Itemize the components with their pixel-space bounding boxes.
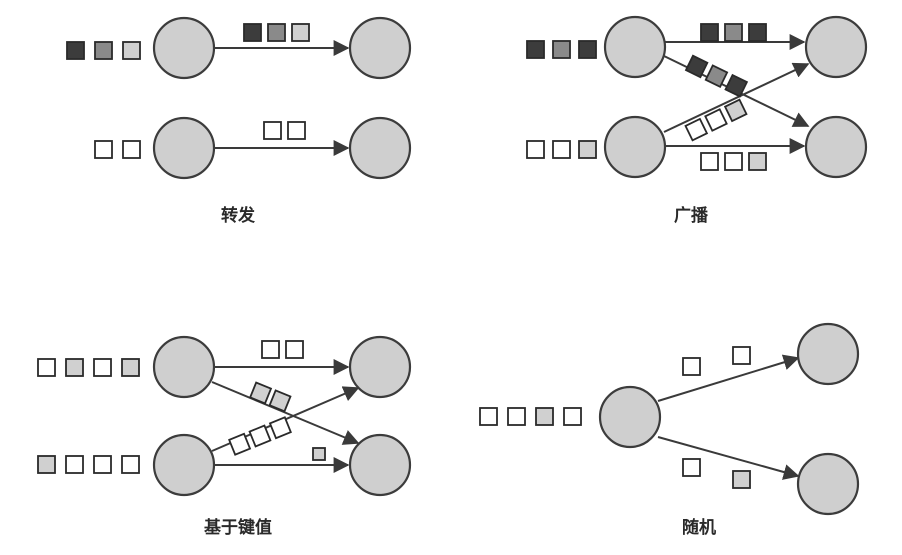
tuple-square xyxy=(65,455,84,474)
tuple-square xyxy=(526,140,545,159)
source-node xyxy=(152,116,216,180)
source-node xyxy=(152,335,216,399)
tuple-square xyxy=(312,447,326,461)
tuple-square xyxy=(682,357,701,376)
tuple-square xyxy=(261,340,280,359)
tuple-square xyxy=(684,117,709,142)
source-node xyxy=(598,385,662,449)
tuple-square xyxy=(682,458,701,477)
tuple-square xyxy=(121,358,140,377)
source-node xyxy=(603,15,667,79)
edge-random xyxy=(657,354,800,402)
tuple-square xyxy=(732,346,751,365)
source-node xyxy=(152,16,216,80)
tuple-square xyxy=(94,41,113,60)
tuple-square xyxy=(243,23,262,42)
panel-key-based: 基于键值 xyxy=(37,335,412,538)
panel-random: 随机 xyxy=(479,322,860,538)
tuple-square xyxy=(93,455,112,474)
target-node xyxy=(796,452,860,516)
tuple-square xyxy=(121,455,140,474)
tuple-square xyxy=(94,140,113,159)
tuple-square xyxy=(66,41,85,60)
tuple-square xyxy=(700,152,719,171)
tuple-square xyxy=(724,152,743,171)
source-node xyxy=(603,115,667,179)
tuple-square xyxy=(732,470,751,489)
tuple-square xyxy=(479,407,498,426)
target-node xyxy=(348,116,412,180)
tuple-square xyxy=(700,23,719,42)
tuple-square xyxy=(724,23,743,42)
tuple-square xyxy=(507,407,526,426)
tuple-square xyxy=(122,140,141,159)
tuple-square xyxy=(563,407,582,426)
tuple-square xyxy=(724,73,749,98)
tuple-square xyxy=(684,54,709,79)
tuple-square xyxy=(578,40,597,59)
tuple-square xyxy=(122,41,141,60)
target-node xyxy=(348,16,412,80)
caption-random: 随机 xyxy=(682,517,716,538)
tuple-square xyxy=(263,121,282,140)
tuple-square xyxy=(268,389,292,413)
tuple-square xyxy=(267,23,286,42)
tuple-square xyxy=(287,121,306,140)
tuple-square xyxy=(748,23,767,42)
tuple-square xyxy=(37,358,56,377)
tuple-square xyxy=(526,40,545,59)
target-node xyxy=(348,433,412,497)
tuple-square xyxy=(535,407,554,426)
panel-forwarding: 转发 xyxy=(66,16,412,226)
tuple-square xyxy=(748,152,767,171)
edge-random xyxy=(657,436,800,480)
caption-broadcast: 广播 xyxy=(674,205,709,226)
tuple-square xyxy=(248,424,272,448)
tuple-square xyxy=(704,108,728,132)
tuple-square xyxy=(93,358,112,377)
tuple-square xyxy=(552,140,571,159)
caption-key-based: 基于键值 xyxy=(203,517,272,538)
tuple-square xyxy=(578,140,597,159)
panel-broadcast: 广播 xyxy=(526,15,868,226)
tuple-square xyxy=(723,98,748,123)
caption-forwarding: 转发 xyxy=(221,205,256,226)
tuple-square xyxy=(704,64,729,89)
edge-broadcast xyxy=(663,62,810,133)
target-node xyxy=(804,15,868,79)
tuple-square xyxy=(228,432,252,456)
target-node xyxy=(348,335,412,399)
target-node xyxy=(804,115,868,179)
tuple-square xyxy=(291,23,310,42)
edge-key xyxy=(211,381,360,445)
source-node xyxy=(152,433,216,497)
tuple-square xyxy=(37,455,56,474)
tuple-square xyxy=(552,40,571,59)
tuple-square xyxy=(285,340,304,359)
tuple-square xyxy=(65,358,84,377)
target-node xyxy=(796,322,860,386)
tuple-square xyxy=(248,381,273,405)
tuple-square xyxy=(268,416,292,440)
